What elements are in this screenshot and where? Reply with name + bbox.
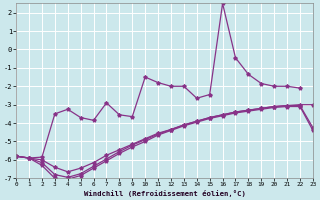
X-axis label: Windchill (Refroidissement éolien,°C): Windchill (Refroidissement éolien,°C) [84, 190, 245, 197]
